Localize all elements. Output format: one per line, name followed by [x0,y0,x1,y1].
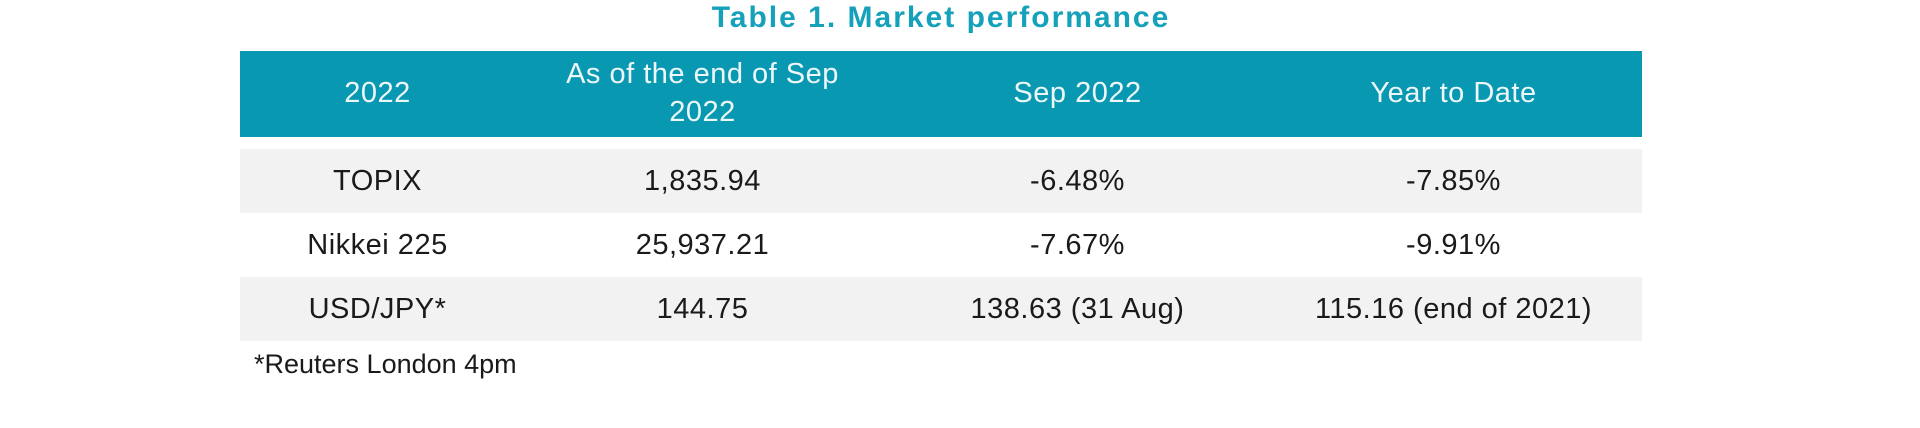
column-header-year-to-date: Year to Date [1265,75,1642,113]
cell-year-to-date-value: 115.16 (end of 2021) [1314,292,1593,325]
table-row-usd-jpy: USD/JPY* 144.75 138.63 (31 Aug) 115.16 (… [240,277,1642,341]
cell-end-of-sep-value: 25,937.21 [635,228,770,261]
column-header-end-of-sep-label: As of the end of Sep 2022 [566,58,839,128]
column-header-year-to-date-label: Year to Date [1370,77,1537,110]
cell-sep-2022-value: -7.67% [1030,228,1125,261]
cell-index-name: TOPIX [333,164,422,197]
cell-sep-2022-value: -6.48% [1030,164,1125,197]
column-header-year-label: 2022 [344,77,411,110]
cell-end-of-sep-value: 1,835.94 [644,164,761,197]
table-row-nikkei-225: Nikkei 225 25,937.21 -7.67% -9.91% [240,213,1642,277]
table-row-topix: TOPIX 1,835.94 -6.48% -7.85% [240,149,1642,213]
column-header-sep-2022: Sep 2022 [890,75,1265,113]
cell-index-name: USD/JPY* [308,292,447,325]
cell-year-to-date-value: -9.91% [1406,228,1501,261]
column-header-sep-2022-label: Sep 2022 [1013,77,1142,110]
column-header-year: 2022 [240,75,515,113]
market-performance-table: 2022 As of the end of Sep 2022 Sep 2022 … [240,51,1642,341]
cell-sep-2022-value: 138.63 (31 Aug) [970,292,1185,325]
table-header-row: 2022 As of the end of Sep 2022 Sep 2022 … [240,51,1642,137]
cell-year-to-date-value: -7.85% [1406,164,1501,197]
table-title: Table 1. Market performance [711,1,1171,34]
column-header-end-of-sep: As of the end of Sep 2022 [515,56,890,131]
cell-index-name: Nikkei 225 [307,228,448,261]
footnote: *Reuters London 4pm [254,349,517,379]
cell-end-of-sep-value: 144.75 [656,292,749,325]
table-body: TOPIX 1,835.94 -6.48% -7.85% Nikkei 225 … [240,149,1642,341]
